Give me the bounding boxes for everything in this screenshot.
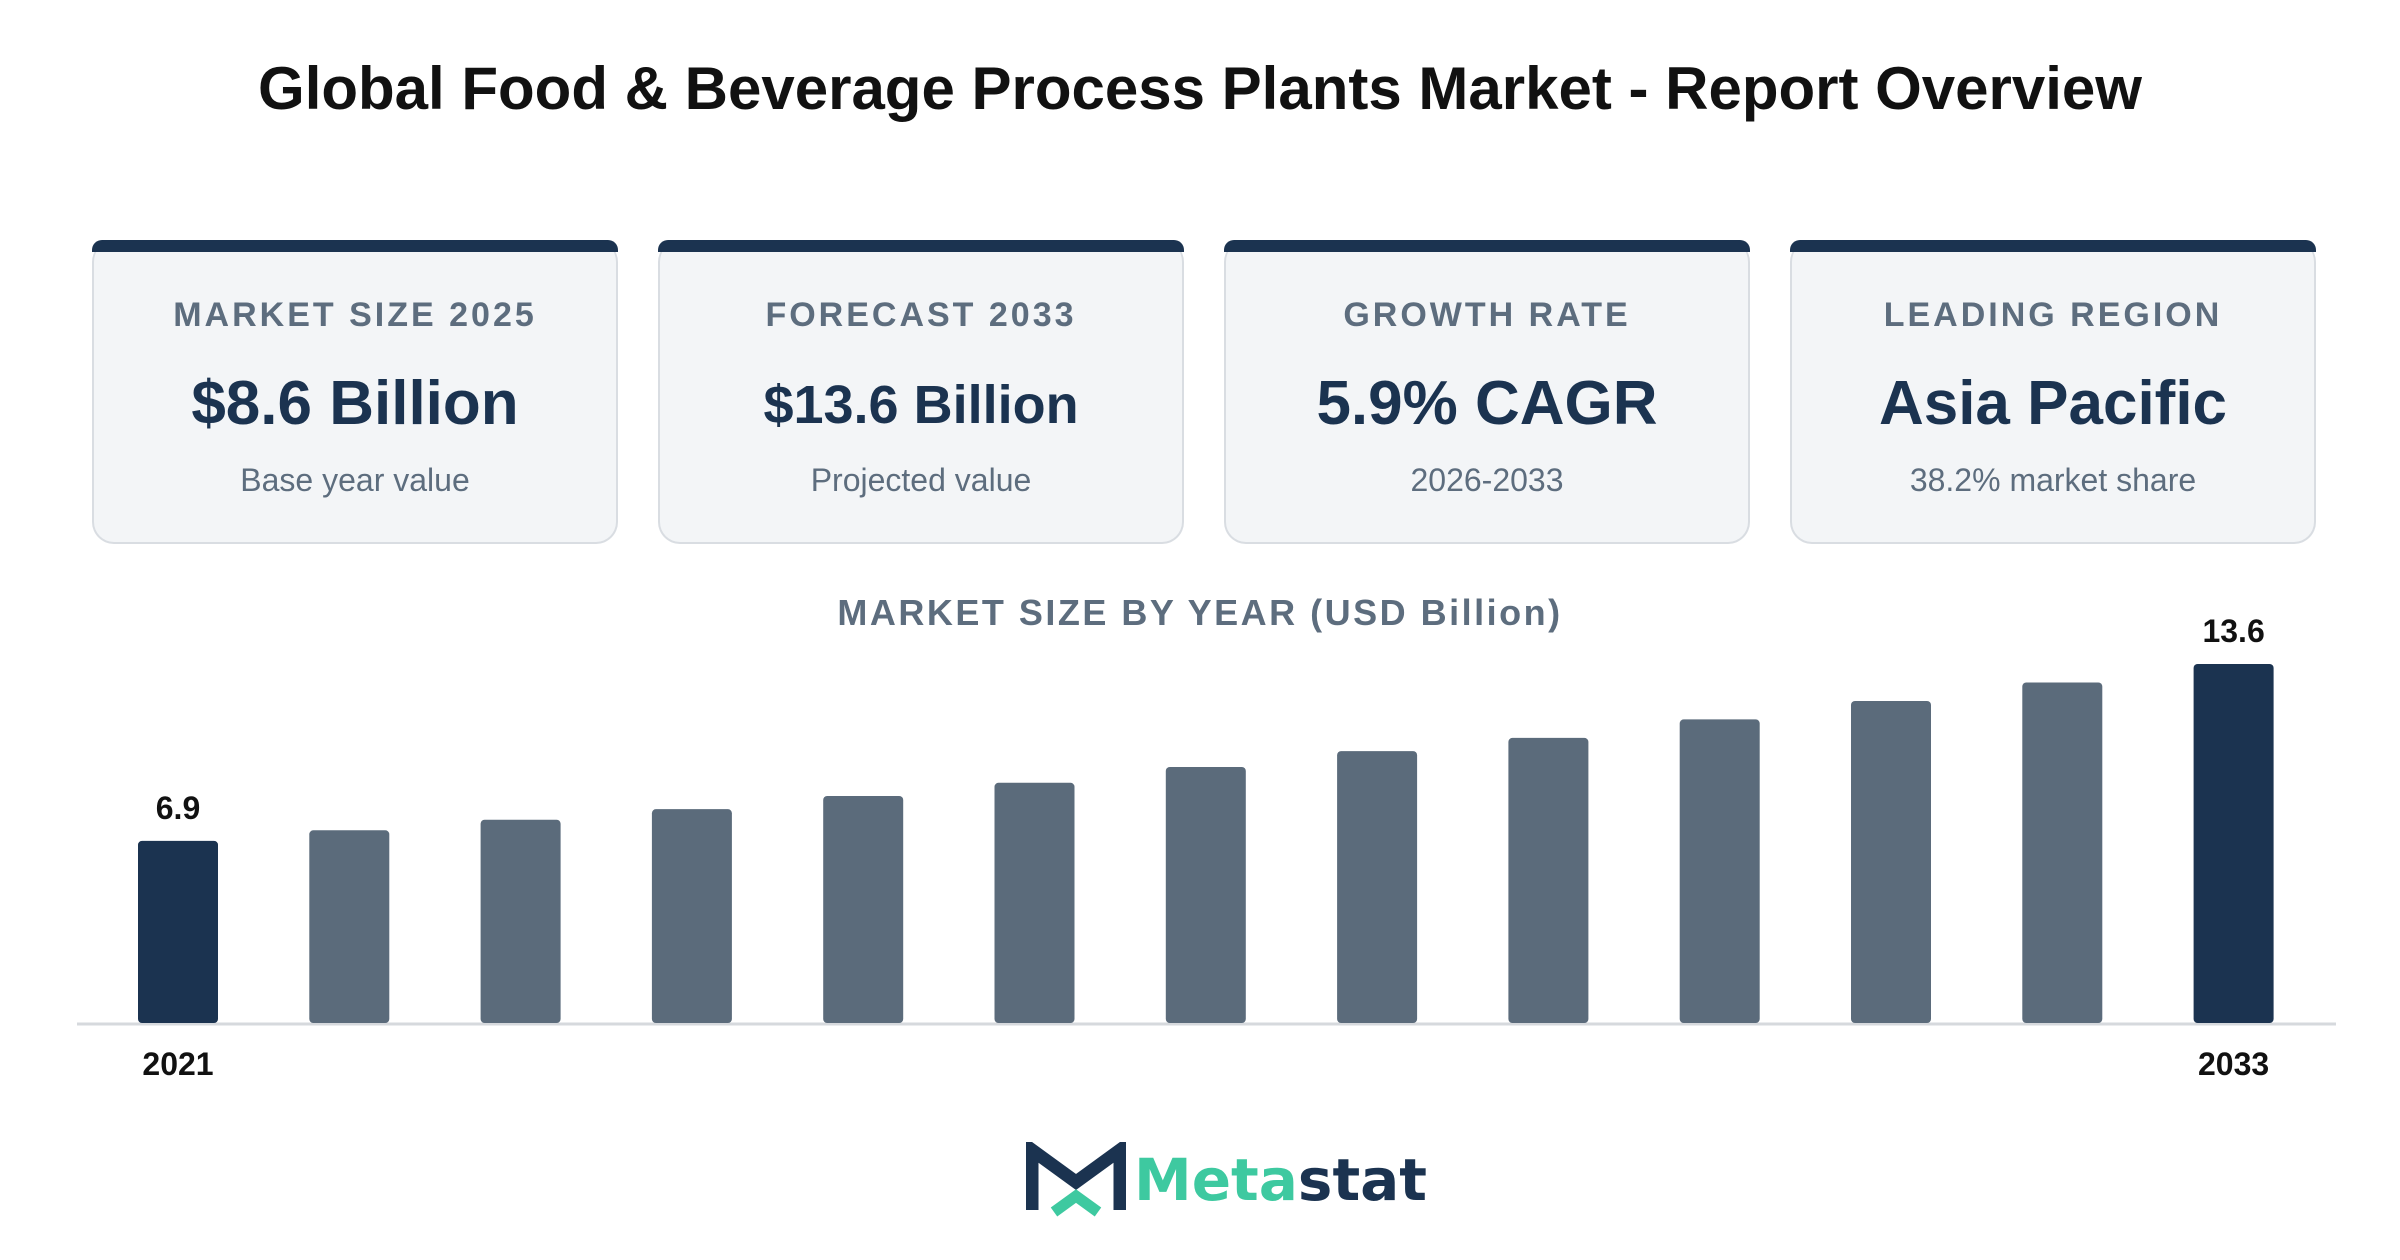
bar-2022 xyxy=(309,830,390,1023)
bar-2026 xyxy=(994,782,1075,1023)
bar-2031 xyxy=(1851,700,1931,1023)
kpi-label: FORECAST 2033 xyxy=(765,296,1077,334)
report-title: Global Food & Beverage Process Plants Ma… xyxy=(258,55,2142,122)
bar-2027 xyxy=(1165,766,1246,1023)
kpi-card-forecast: FORECAST 2033 $13.6 Billion Projected va… xyxy=(658,240,1184,544)
kpi-value: $8.6 Billion xyxy=(191,369,519,438)
bar-2033 xyxy=(2193,664,2274,1023)
logo-wordmark: Metastat xyxy=(1134,1146,1427,1214)
kpi-card-leading-region: LEADING REGION Asia Pacific 38.2% market… xyxy=(1790,240,2316,544)
kpi-value: Asia Pacific xyxy=(1878,369,2228,438)
x-tick-label-2033: 2033 xyxy=(2198,1046,2269,1082)
value-label-2021: 6.9 xyxy=(156,790,200,826)
kpi-label: GROWTH RATE xyxy=(1343,296,1631,334)
kpi-value: 5.9% CAGR xyxy=(1316,369,1658,438)
chart-title: MARKET SIZE BY YEAR (USD Billion) xyxy=(837,592,1563,633)
bar-2021 xyxy=(138,840,218,1023)
value-label-2033: 13.6 xyxy=(2202,613,2264,649)
bar-2024 xyxy=(651,809,732,1023)
bar-2023 xyxy=(480,819,561,1023)
kpi-value: $13.6 Billion xyxy=(763,375,1079,435)
kpi-subtext: 2026-2033 xyxy=(1410,462,1564,498)
kpi-subtext: Base year value xyxy=(240,462,470,498)
x-tick-label-2021: 2021 xyxy=(142,1046,213,1082)
bar-2028 xyxy=(1337,751,1418,1023)
kpi-label: LEADING REGION xyxy=(1883,296,2223,334)
metastat-logo: Metastat xyxy=(1026,1140,1427,1220)
bar-2029 xyxy=(1508,737,1589,1023)
logo-text-stat: stat xyxy=(1297,1146,1428,1214)
kpi-subtext: 38.2% market share xyxy=(1909,462,2197,498)
metastat-logo-icon xyxy=(1026,1142,1126,1217)
bar-2025 xyxy=(823,795,904,1023)
logo-text-meta: Meta xyxy=(1134,1146,1298,1214)
bar-2032 xyxy=(2022,682,2103,1023)
kpi-label: MARKET SIZE 2025 xyxy=(173,296,537,334)
bar-2030 xyxy=(1679,719,1760,1023)
kpi-card-growth-rate: GROWTH RATE 5.9% CAGR 2026-2033 xyxy=(1224,240,1750,544)
kpi-card-market-size: MARKET SIZE 2025 $8.6 Billion Base year … xyxy=(92,240,618,544)
kpi-subtext: Projected value xyxy=(810,462,1032,498)
kpi-cards: MARKET SIZE 2025 $8.6 Billion Base year … xyxy=(92,240,2316,544)
